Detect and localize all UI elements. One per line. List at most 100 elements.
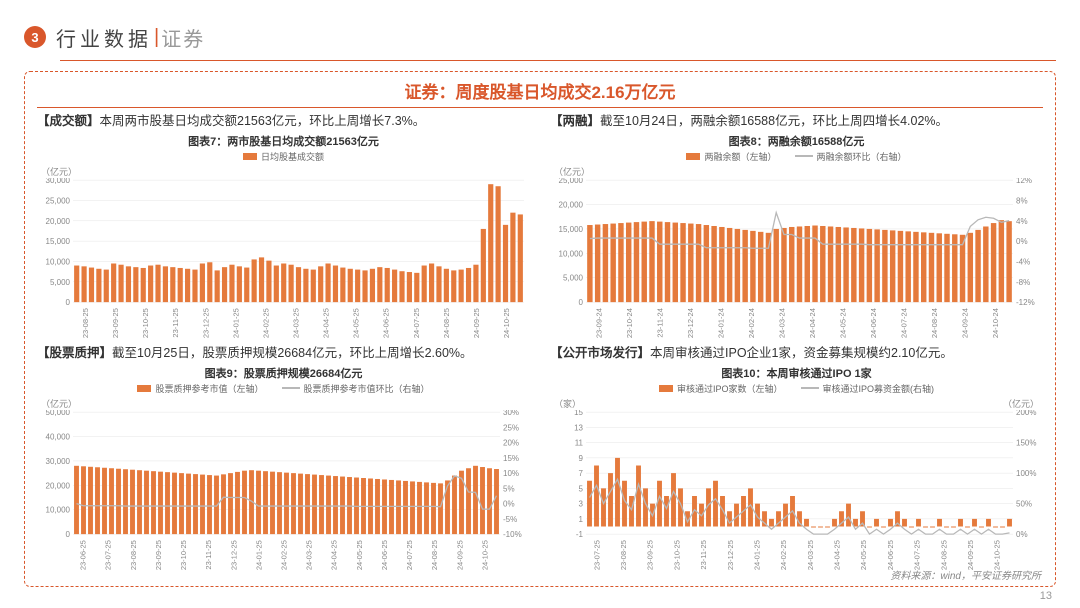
svg-text:24-09-25: 24-09-25 [472,308,481,338]
svg-text:24-06-25: 24-06-25 [382,308,391,338]
para-9: 【股票质押】截至10月25日，股票质押规模26684亿元，环比上周增长2.60%… [37,344,530,363]
svg-text:5,000: 5,000 [563,273,584,282]
breadcrumb-sep: | [154,26,159,49]
svg-text:0%: 0% [1016,237,1028,246]
svg-text:50,000: 50,000 [46,410,71,417]
svg-text:24-06-25: 24-06-25 [380,540,389,570]
svg-text:23-09-24: 23-09-24 [594,308,603,338]
svg-text:23-11-25: 23-11-25 [204,540,213,569]
svg-text:24-10-24: 24-10-24 [991,308,1000,338]
svg-text:15,000: 15,000 [559,225,584,234]
svg-text:-12%: -12% [1016,298,1035,307]
svg-text:24-05-24: 24-05-24 [838,308,847,338]
svg-text:23-09-25: 23-09-25 [154,540,163,570]
svg-text:24-01-24: 24-01-24 [716,308,725,338]
svg-text:23-09-25: 23-09-25 [646,540,655,570]
svg-text:10,000: 10,000 [46,505,71,514]
svg-text:23-11-24: 23-11-24 [655,308,664,337]
svg-text:24-07-25: 24-07-25 [412,308,421,338]
chart-grid: 【成交额】本周两市股基日均成交额21563亿元，环比上周增长7.3%。 图表7：… [37,112,1043,572]
svg-text:24-03-25: 24-03-25 [806,540,815,570]
svg-text:20,000: 20,000 [559,200,584,209]
svg-text:-10%: -10% [503,530,522,539]
svg-text:100%: 100% [1016,469,1036,478]
svg-text:23-09-25: 23-09-25 [111,308,120,338]
svg-text:0%: 0% [1016,530,1028,539]
svg-text:5%: 5% [503,484,515,493]
svg-text:12%: 12% [1016,178,1032,185]
svg-text:4%: 4% [1016,217,1028,226]
svg-text:5,000: 5,000 [50,278,71,287]
svg-text:24-03-25: 24-03-25 [292,308,301,338]
svg-text:24-02-25: 24-02-25 [261,308,270,338]
svg-text:15,000: 15,000 [46,237,71,246]
svg-text:24-01-25: 24-01-25 [254,540,263,570]
cell-chart-8: 【两融】截至10月24日，两融余额16588亿元，环比上周四增长4.02%。 图… [550,112,1043,340]
chart-7-legend: 日均股基成交额 [37,150,530,163]
svg-text:24-01-25: 24-01-25 [231,308,240,338]
svg-text:-4%: -4% [1016,257,1030,266]
chart-10-title: 图表10：本周审核通过IPO 1家 [550,365,1043,381]
chart-10-legend: 审核通过IPO家数（左轴）审核通过IPO募资金额(右轴) [550,382,1043,395]
svg-text:23-11-25: 23-11-25 [699,540,708,569]
svg-text:24-10-25: 24-10-25 [480,540,489,570]
para-7: 【成交额】本周两市股基日均成交额21563亿元，环比上周增长7.3%。 [37,112,530,131]
svg-text:10%: 10% [503,469,519,478]
svg-text:23-07-25: 23-07-25 [104,540,113,570]
svg-text:-1: -1 [576,530,584,539]
svg-text:23-12-25: 23-12-25 [726,540,735,570]
svg-text:15: 15 [574,410,583,417]
svg-text:150%: 150% [1016,438,1036,447]
svg-text:24-09-24: 24-09-24 [960,308,969,338]
svg-text:-8%: -8% [1016,278,1030,287]
svg-text:24-08-25: 24-08-25 [442,308,451,338]
svg-text:15%: 15% [503,454,519,463]
svg-text:24-09-25: 24-09-25 [966,540,975,570]
svg-text:5: 5 [579,484,584,493]
svg-text:23-10-25: 23-10-25 [672,540,681,570]
cell-chart-10: 【公开市场发行】本周审核通过IPO企业1家，资金募集规模约2.10亿元。 图表1… [550,344,1043,572]
svg-text:24-10-25: 24-10-25 [993,540,1002,570]
svg-text:25%: 25% [503,423,519,432]
svg-text:30,000: 30,000 [46,178,71,185]
svg-text:23-08-25: 23-08-25 [619,540,628,570]
svg-text:30%: 30% [503,410,519,417]
svg-text:24-02-24: 24-02-24 [747,308,756,338]
chart-9-title: 图表9：股票质押规模26684亿元 [37,365,530,381]
cell-chart-7: 【成交额】本周两市股基日均成交额21563亿元，环比上周增长7.3%。 图表7：… [37,112,530,340]
svg-text:24-04-25: 24-04-25 [330,540,339,570]
svg-text:23-07-25: 23-07-25 [592,540,601,570]
svg-text:23-11-25: 23-11-25 [171,308,180,337]
svg-text:24-05-25: 24-05-25 [859,540,868,570]
svg-text:40,000: 40,000 [46,432,71,441]
para-10: 【公开市场发行】本周审核通过IPO企业1家，资金募集规模约2.10亿元。 [550,344,1043,363]
svg-text:24-06-25: 24-06-25 [886,540,895,570]
svg-text:24-06-24: 24-06-24 [869,308,878,338]
dashed-content-box: 证券：周度股基日均成交2.16万亿元 【成交额】本周两市股基日均成交额21563… [24,71,1056,587]
svg-text:24-08-25: 24-08-25 [430,540,439,570]
svg-text:23-12-25: 23-12-25 [229,540,238,570]
svg-text:0: 0 [66,530,71,539]
svg-text:20,000: 20,000 [46,217,71,226]
page-header: 3 行业数据 | 证券 [0,0,1080,56]
chart-10-area: -1135791113150%50%100%150%200%23-07-2523… [550,410,1043,572]
svg-text:24-04-25: 24-04-25 [833,540,842,570]
header-rule [60,60,1056,61]
svg-text:50%: 50% [1016,499,1032,508]
svg-text:11: 11 [575,438,584,447]
chart-7-title: 图表7：两市股基日均成交额21563亿元 [37,133,530,149]
page-number: 13 [1040,590,1052,602]
chart-8-area: 05,00010,00015,00020,00025,000-12%-8%-4%… [550,178,1043,340]
chart-9-area: 010,00020,00030,00040,00050,000-10%-5%0%… [37,410,530,572]
section-number-badge: 3 [24,26,46,48]
svg-text:24-07-25: 24-07-25 [405,540,414,570]
svg-text:9: 9 [579,454,584,463]
svg-text:8%: 8% [1016,196,1028,205]
chart-8-legend: 两融余额（左轴）两融余额环比（右轴） [550,150,1043,163]
svg-text:30,000: 30,000 [46,457,71,466]
svg-text:7: 7 [579,469,584,478]
svg-text:13: 13 [574,423,583,432]
svg-text:200%: 200% [1016,410,1036,417]
svg-text:0: 0 [66,298,71,307]
svg-text:24-01-25: 24-01-25 [752,540,761,570]
